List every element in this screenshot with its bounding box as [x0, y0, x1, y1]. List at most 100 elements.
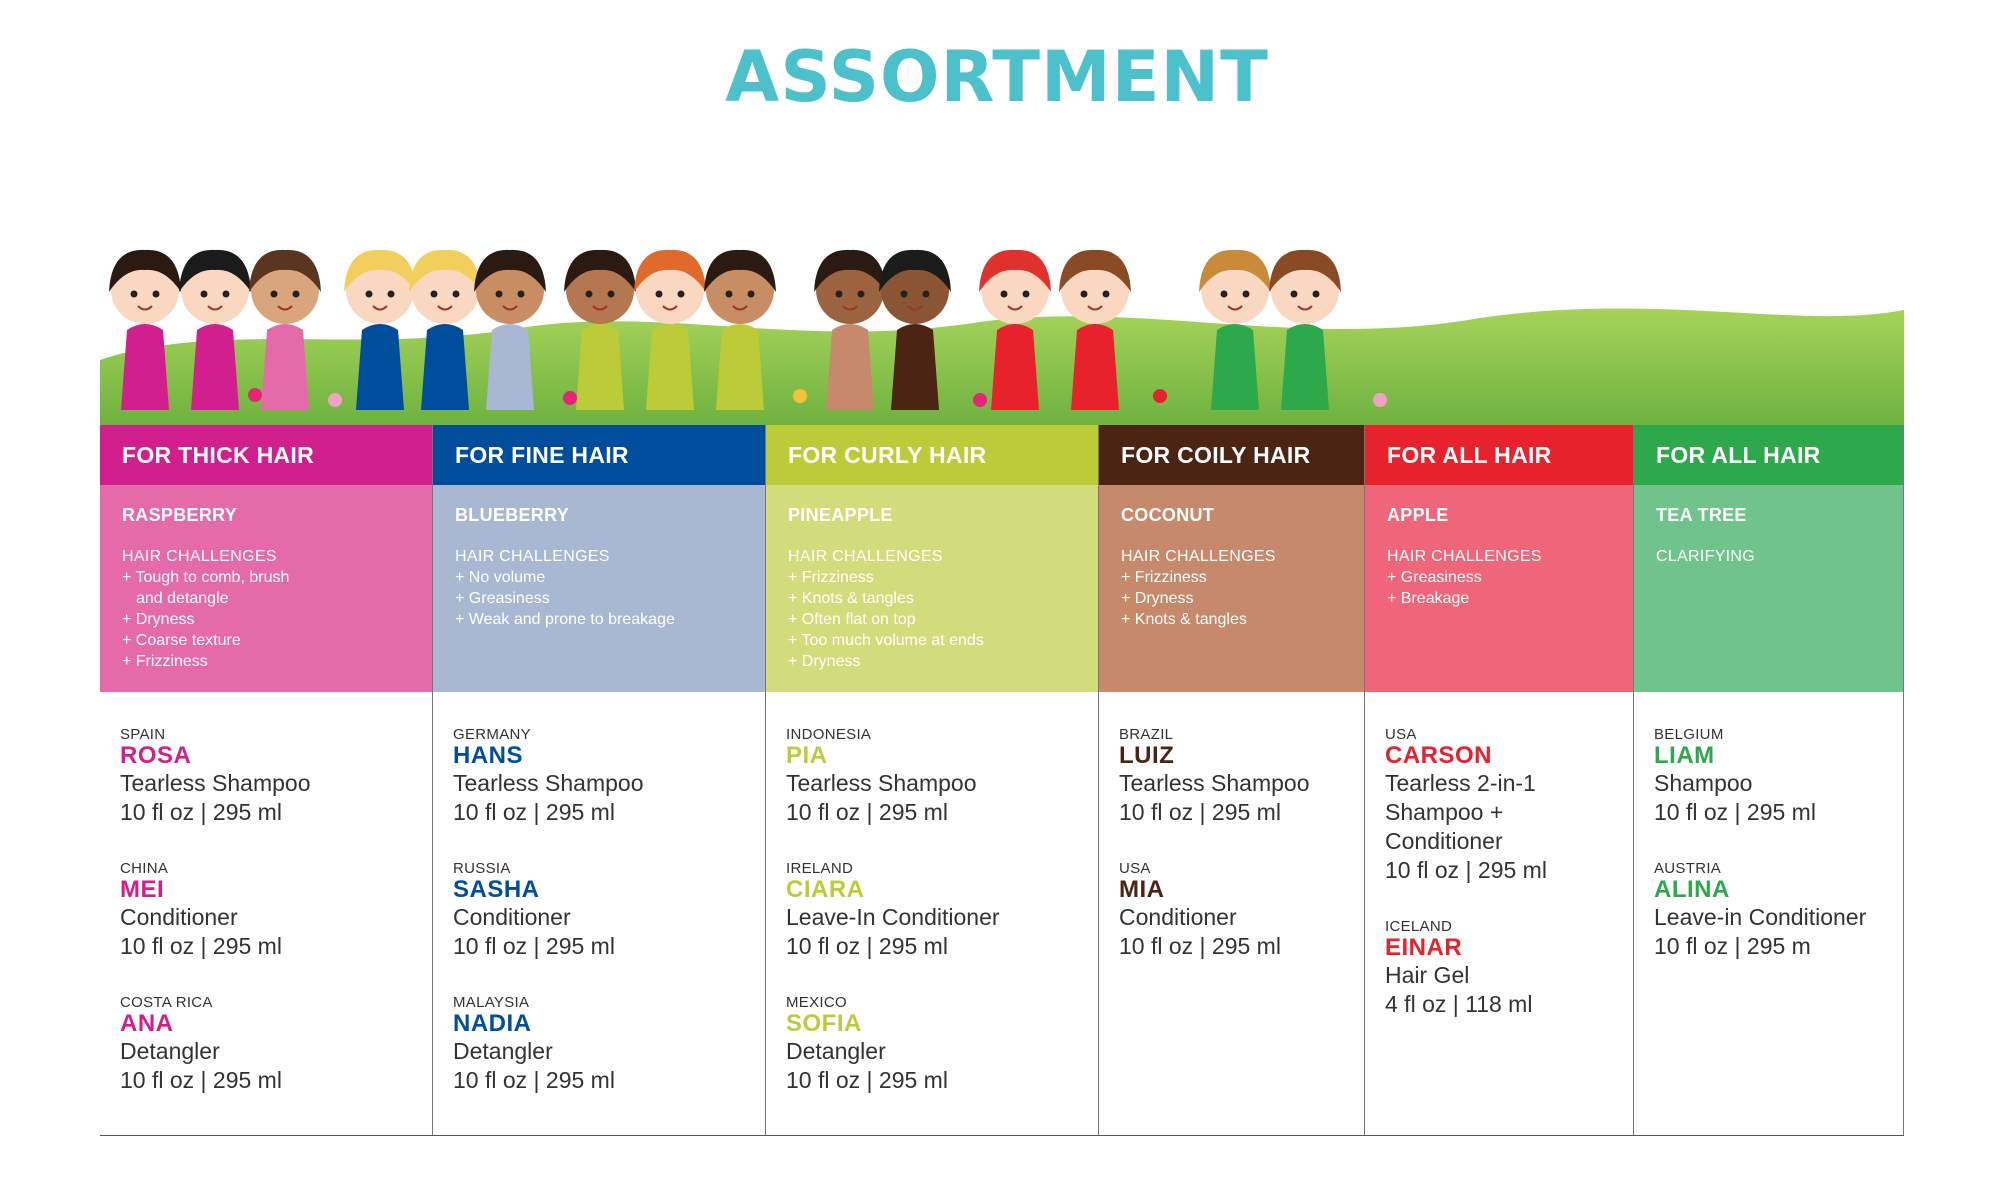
column-info: APPLE HAIR CHALLENGES + Greasiness + Bre…	[1365, 485, 1633, 692]
product-country: MALAYSIA	[453, 994, 530, 1011]
product-list: BRAZIL LUIZ Tearless Shampoo 10 fl oz | …	[1099, 692, 1364, 961]
column-thick-hair: FOR THICK HAIR RASPBERRY HAIR CHALLENGES…	[100, 425, 433, 1135]
product-size: 10 fl oz | 295 ml	[1119, 933, 1281, 959]
product-item: MEXICO SOFIA Detangler 10 fl oz | 295 ml	[786, 994, 1080, 1095]
kid-figure	[634, 249, 706, 410]
challenge-item: + Frizziness	[122, 653, 208, 670]
flower-icon	[563, 391, 577, 405]
product-country: RUSSIA	[453, 860, 511, 877]
challenge-item: + Breakage	[1387, 590, 1470, 607]
product-size: 10 fl oz | 295 ml	[786, 1067, 948, 1093]
kids-illustration-graphic	[100, 249, 1904, 425]
challenge-item: + Often flat on top	[788, 611, 916, 628]
kids-illustration	[100, 210, 1904, 425]
flavor-label: BLUEBERRY	[455, 505, 570, 525]
product-name: MIA	[1119, 876, 1165, 903]
column-header: FOR ALL HAIR	[1365, 425, 1633, 485]
flower-icon	[248, 388, 262, 402]
product-name: EINAR	[1385, 934, 1463, 961]
page-title: ASSORTMENT	[725, 36, 1269, 118]
flower-icon	[793, 389, 807, 403]
product-type: Tearless Shampoo	[786, 770, 977, 796]
kid-figure	[1199, 249, 1271, 410]
product-name: CARSON	[1385, 742, 1493, 769]
challenges-title: HAIR CHALLENGES	[455, 548, 610, 565]
product-item: USA CARSON Tearless 2-in-1 Shampoo + Con…	[1385, 726, 1615, 885]
column-all-hair-tea-tree: FOR ALL HAIR TEA TREE CLARIFYING BELGIUM…	[1634, 425, 1904, 1135]
column-header: FOR ALL HAIR	[1634, 425, 1903, 485]
challenge-item: + Knots & tangles	[788, 590, 914, 607]
product-list: SPAIN ROSA Tearless Shampoo 10 fl oz | 2…	[100, 692, 432, 1095]
product-type: Detangler	[120, 1038, 220, 1064]
challenge-item: + Weak and prone to breakage	[455, 611, 675, 628]
product-name: HANS	[453, 742, 524, 769]
column-curly-hair: FOR CURLY HAIR PINEAPPLE HAIR CHALLENGES…	[766, 425, 1099, 1135]
kid-figure	[179, 249, 251, 410]
product-type: Conditioner	[120, 904, 238, 930]
challenge-item: + Frizziness	[788, 569, 874, 586]
product-type: Detangler	[453, 1038, 553, 1064]
challenges-title: CLARIFYING	[1656, 548, 1756, 565]
kid-figure	[564, 249, 636, 410]
flavor-label: TEA TREE	[1656, 505, 1747, 525]
flower-icon	[973, 393, 987, 407]
challenge-item: + Knots & tangles	[1121, 611, 1247, 628]
product-size: 4 fl oz | 118 ml	[1385, 991, 1533, 1017]
challenge-item: + Greasiness	[455, 590, 550, 607]
kid-figure	[409, 249, 481, 410]
challenge-item: and detangle	[136, 590, 229, 607]
product-list: USA CARSON Tearless 2-in-1 Shampoo + Con…	[1365, 692, 1633, 1019]
product-size: 10 fl oz | 295 ml	[120, 799, 282, 825]
product-type: Tearless Shampoo	[120, 770, 311, 796]
product-name: CIARA	[786, 876, 865, 903]
product-name: SASHA	[453, 876, 540, 903]
kid-figure	[814, 249, 886, 410]
assortment-table: FOR THICK HAIR RASPBERRY HAIR CHALLENGES…	[100, 425, 1904, 1136]
challenge-item: + No volume	[455, 569, 546, 586]
product-name: ALINA	[1654, 876, 1730, 903]
kid-figure	[1269, 249, 1341, 410]
product-type: Hair Gel	[1385, 962, 1470, 988]
product-item: SPAIN ROSA Tearless Shampoo 10 fl oz | 2…	[120, 726, 414, 827]
product-country: GERMANY	[453, 726, 531, 743]
product-country: AUSTRIA	[1654, 860, 1722, 877]
column-all-hair-apple: FOR ALL HAIR APPLE HAIR CHALLENGES + Gre…	[1365, 425, 1634, 1135]
column-header: FOR COILY HAIR	[1099, 425, 1364, 485]
column-coily-hair: FOR COILY HAIR COCONUT HAIR CHALLENGES +…	[1099, 425, 1365, 1135]
challenges-title: HAIR CHALLENGES	[122, 548, 277, 565]
product-type: Tearless 2-in-1 Shampoo + Conditioner	[1385, 770, 1536, 854]
product-country: CHINA	[120, 860, 169, 877]
product-type: Conditioner	[1119, 904, 1237, 930]
product-size: 10 fl oz | 295 ml	[1385, 857, 1547, 883]
product-name: SOFIA	[786, 1010, 862, 1037]
product-item: CHINA MEI Conditioner 10 fl oz | 295 ml	[120, 860, 414, 961]
product-name: LIAM	[1654, 742, 1715, 769]
product-size: 10 fl oz | 295 m	[1654, 933, 1811, 959]
product-country: MEXICO	[786, 994, 847, 1011]
product-item: IRELAND CIARA Leave-In Conditioner 10 fl…	[786, 860, 1080, 961]
product-item: MALAYSIA NADIA Detangler 10 fl oz | 295 …	[453, 994, 747, 1095]
product-size: 10 fl oz | 295 ml	[786, 799, 948, 825]
challenges-title: HAIR CHALLENGES	[1387, 548, 1542, 565]
product-country: INDONESIA	[786, 726, 872, 743]
challenge-item: + Tough to comb, brush	[122, 569, 290, 586]
column-fine-hair: FOR FINE HAIR BLUEBERRY HAIR CHALLENGES …	[433, 425, 766, 1135]
product-item: GERMANY HANS Tearless Shampoo 10 fl oz |…	[453, 726, 747, 827]
product-size: 10 fl oz | 295 ml	[453, 933, 615, 959]
product-name: ANA	[120, 1010, 174, 1037]
product-size: 10 fl oz | 295 ml	[453, 1067, 615, 1093]
kid-figure	[879, 249, 951, 410]
product-item: INDONESIA PIA Tearless Shampoo 10 fl oz …	[786, 726, 1080, 827]
flavor-label: PINEAPPLE	[788, 505, 893, 525]
product-size: 10 fl oz | 295 ml	[453, 799, 615, 825]
product-item: RUSSIA SASHA Conditioner 10 fl oz | 295 …	[453, 860, 747, 961]
kid-figure	[344, 249, 416, 410]
column-info: RASPBERRY HAIR CHALLENGES + Tough to com…	[100, 485, 432, 692]
challenge-item: + Dryness	[788, 653, 861, 670]
product-item: BRAZIL LUIZ Tearless Shampoo 10 fl oz | …	[1119, 726, 1346, 827]
product-type: Tearless Shampoo	[453, 770, 644, 796]
kid-figure	[109, 249, 181, 410]
flower-icon	[328, 393, 342, 407]
flavor-label: COCONUT	[1121, 505, 1215, 525]
product-item: COSTA RICA ANA Detangler 10 fl oz | 295 …	[120, 994, 414, 1095]
